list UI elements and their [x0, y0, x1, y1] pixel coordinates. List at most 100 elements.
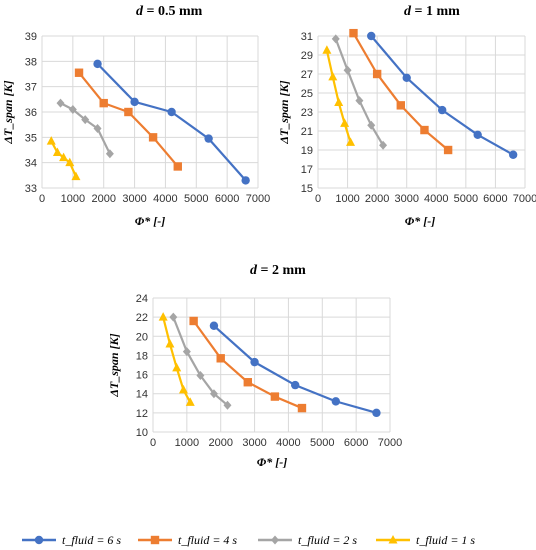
data-point [196, 371, 205, 381]
data-point [124, 107, 133, 117]
data-point [65, 157, 75, 167]
series-line [325, 50, 352, 143]
data-point [243, 378, 252, 387]
series-4 [322, 45, 356, 146]
x-tick-label: 4000 [276, 437, 300, 449]
data-point [322, 45, 332, 54]
legend-swatch-marker [150, 535, 160, 545]
chart-panel-3: d = 2 mm 0 1000 2000 3000 4000 5000 6000 7000 10 1… [107, 263, 402, 469]
data-point [165, 338, 175, 348]
legend-swatch-marker [34, 535, 44, 545]
legend-label: t_fluid = 6 s [62, 533, 121, 547]
x-tick-label: 3000 [242, 437, 266, 449]
y-tick-label: 20 [136, 331, 148, 343]
y-axis-label: ΔT_span [K] [107, 333, 121, 397]
data-point [158, 312, 168, 321]
y-tick-label: 17 [301, 164, 313, 176]
series-line [352, 32, 449, 151]
y-tick-label: 14 [136, 389, 148, 401]
data-point [74, 68, 84, 77]
series-3 [56, 98, 114, 159]
y-tick-label: 24 [136, 293, 148, 305]
data-point [185, 397, 195, 406]
y-tick-label: 37 [25, 82, 37, 94]
x-tick-label: 1000 [175, 437, 199, 449]
x-tick-label: 0 [315, 193, 321, 205]
y-tick-label: 34 [25, 158, 37, 170]
data-point [343, 65, 352, 75]
data-point [209, 389, 218, 399]
data-point [367, 31, 376, 41]
data-point [223, 400, 232, 410]
legend-swatch-marker [388, 535, 398, 544]
x-tick-label: 5000 [184, 193, 208, 205]
y-tick-label: 36 [25, 107, 37, 119]
y-axis-label: ΔT_span [K] [1, 80, 15, 144]
chart-title-value: = 1 mm [411, 4, 460, 19]
data-point [355, 96, 364, 106]
data-point [99, 98, 108, 108]
data-point [396, 101, 405, 110]
data-point [241, 176, 250, 185]
x-tick-label: 6000 [344, 437, 368, 449]
chart-panel-1: d = 0.5 mm 0 1000 2000 3000 4000 5000 6000 7000 3… [1, 4, 270, 228]
data-point [56, 98, 65, 108]
data-point [93, 123, 102, 133]
legend-label: t_fluid = 2 s [298, 533, 357, 547]
chart-title-variable: d [136, 4, 144, 19]
legend-label: t_fluid = 4 s [178, 533, 237, 547]
data-point [178, 384, 188, 394]
chart-title: d = 1 mm [404, 4, 460, 19]
data-point [372, 69, 382, 79]
y-tick-label: 25 [301, 88, 313, 100]
legend-item: t_fluid = 1 s [376, 533, 475, 547]
chart-title-variable: d [250, 263, 258, 278]
chart-title-value: = 0.5 mm [143, 4, 203, 19]
x-axis-label: Φ* [-] [135, 214, 165, 228]
data-point [334, 97, 344, 106]
y-tick-label: 19 [301, 145, 313, 157]
chart-panel-2: d = 1 mm 0 1000 2000 3000 4000 5000 6000 7000 15 1… [277, 4, 536, 228]
data-point [172, 362, 182, 372]
x-tick-label: 6000 [215, 193, 239, 205]
y-tick-label: 31 [301, 31, 313, 43]
data-point [81, 115, 90, 125]
series-1 [367, 31, 518, 159]
data-point [367, 120, 376, 130]
data-point [189, 316, 198, 326]
data-point [328, 71, 338, 81]
series-line [60, 102, 111, 155]
x-tick-label: 7000 [378, 437, 402, 449]
y-tick-label: 33 [25, 183, 37, 195]
x-tick-label: 7000 [246, 193, 270, 205]
data-point [331, 34, 340, 44]
data-point [216, 354, 225, 363]
data-point [438, 105, 447, 115]
data-point [59, 152, 69, 162]
series-1 [209, 321, 381, 418]
data-point [209, 321, 219, 330]
data-point [46, 136, 56, 145]
y-tick-label: 10 [136, 427, 148, 439]
x-tick-label: 1000 [335, 193, 359, 205]
data-point [473, 130, 482, 139]
data-point [148, 133, 158, 142]
x-axis-label: Φ* [-] [405, 214, 435, 228]
y-tick-label: 12 [136, 408, 148, 420]
legend-label: t_fluid = 1 s [416, 533, 475, 547]
data-point [182, 347, 191, 357]
x-tick-label: 2000 [208, 437, 232, 449]
legend-item: t_fluid = 2 s [258, 533, 357, 547]
series-2 [74, 68, 182, 171]
chart-title-value: = 2 mm [257, 263, 306, 278]
data-point [372, 408, 381, 418]
data-point [508, 150, 518, 159]
y-tick-label: 35 [25, 132, 37, 144]
data-point [270, 392, 280, 401]
legend-swatch-marker [271, 535, 279, 545]
data-point [68, 104, 77, 114]
x-tick-label: 0 [39, 193, 45, 205]
legend-item: t_fluid = 4 s [138, 533, 237, 547]
y-tick-label: 15 [301, 183, 313, 195]
